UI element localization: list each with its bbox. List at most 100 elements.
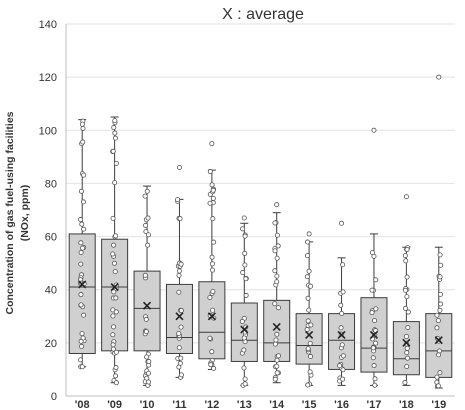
data-point	[273, 337, 279, 343]
data-point	[176, 268, 182, 274]
box-'17	[360, 127, 388, 388]
x-tick-label: '15	[302, 399, 317, 410]
data-point	[113, 160, 119, 166]
data-point	[145, 242, 151, 248]
data-point	[80, 125, 86, 131]
data-point	[272, 376, 278, 382]
data-point	[178, 324, 184, 330]
data-point	[403, 333, 409, 339]
data-point	[242, 262, 248, 268]
data-point	[113, 380, 119, 386]
data-point	[305, 239, 311, 245]
data-point	[110, 148, 116, 154]
data-point	[209, 182, 215, 188]
axes	[65, 24, 455, 397]
data-point	[210, 216, 216, 222]
data-point	[79, 221, 85, 227]
data-point	[113, 233, 119, 239]
y-tick-label: 40	[45, 285, 57, 297]
mean-marker	[305, 330, 314, 339]
data-point	[438, 301, 444, 307]
data-point	[307, 340, 313, 346]
mean-marker	[207, 312, 216, 321]
box-'18	[392, 194, 420, 386]
data-point	[405, 355, 411, 361]
data-point	[340, 367, 346, 373]
data-point	[434, 312, 440, 318]
box-'16	[328, 220, 356, 386]
data-point	[210, 307, 216, 313]
data-point	[145, 232, 151, 238]
x-tick-label: '12	[204, 399, 219, 410]
mean-marker	[272, 322, 281, 331]
data-point	[241, 347, 247, 353]
y-tick-label: 20	[45, 338, 57, 350]
interquartile-box	[328, 313, 356, 370]
data-point	[339, 342, 345, 348]
x-tick-label: '13	[237, 399, 252, 410]
data-point	[176, 272, 182, 278]
data-point	[145, 215, 151, 221]
data-point	[307, 354, 313, 360]
data-point	[372, 382, 378, 388]
x-tick-label: '17	[367, 399, 382, 410]
data-point	[305, 295, 311, 301]
data-point	[373, 340, 379, 346]
data-point	[274, 279, 280, 285]
data-point	[304, 274, 310, 280]
data-point	[435, 352, 441, 358]
data-point	[78, 302, 84, 308]
data-point	[178, 308, 184, 314]
data-point	[404, 345, 410, 351]
outlier-point	[339, 220, 345, 226]
data-point	[239, 318, 245, 324]
data-point	[113, 373, 119, 379]
mean-marker	[337, 330, 346, 339]
data-point	[338, 302, 344, 308]
data-point	[243, 276, 249, 282]
grid-lines	[66, 23, 455, 344]
data-point	[78, 249, 84, 255]
data-point	[403, 287, 409, 293]
box-'10	[133, 185, 161, 388]
data-point	[340, 289, 346, 295]
x-tick-labels: '08 '09 '10 '11 '12 '13 '14 '15 '16 '17 '18 '19	[75, 399, 446, 410]
data-point	[143, 329, 149, 335]
data-point	[272, 301, 278, 307]
data-point	[112, 118, 118, 124]
data-point	[112, 180, 118, 186]
data-point	[402, 379, 408, 385]
data-point	[242, 233, 248, 239]
y-axis-label-line-2: (NOx, ppm)	[19, 185, 31, 242]
data-point	[110, 313, 116, 319]
data-point	[178, 261, 184, 267]
data-point	[78, 292, 84, 298]
data-point	[242, 381, 248, 387]
data-point	[274, 273, 280, 279]
data-point	[80, 139, 86, 145]
data-point	[275, 353, 281, 359]
data-point	[79, 343, 85, 349]
data-point	[144, 375, 150, 381]
data-point	[111, 242, 117, 248]
data-point	[305, 318, 311, 324]
data-point	[369, 310, 375, 316]
data-point	[274, 357, 280, 363]
data-point	[78, 357, 84, 363]
mean-marker	[240, 325, 249, 334]
data-point	[207, 295, 213, 301]
outlier-point	[403, 194, 409, 200]
data-point	[176, 330, 182, 336]
data-point	[405, 324, 411, 330]
chart-title: X : average	[222, 6, 304, 23]
data-point	[403, 258, 409, 264]
data-point	[176, 289, 182, 295]
data-point	[210, 288, 216, 294]
data-point	[404, 294, 410, 300]
x-tick-label: '08	[75, 399, 90, 410]
data-point	[209, 349, 215, 355]
mean-marker	[369, 330, 379, 339]
data-point	[144, 188, 150, 194]
data-point	[242, 376, 248, 382]
data-point	[177, 216, 183, 222]
